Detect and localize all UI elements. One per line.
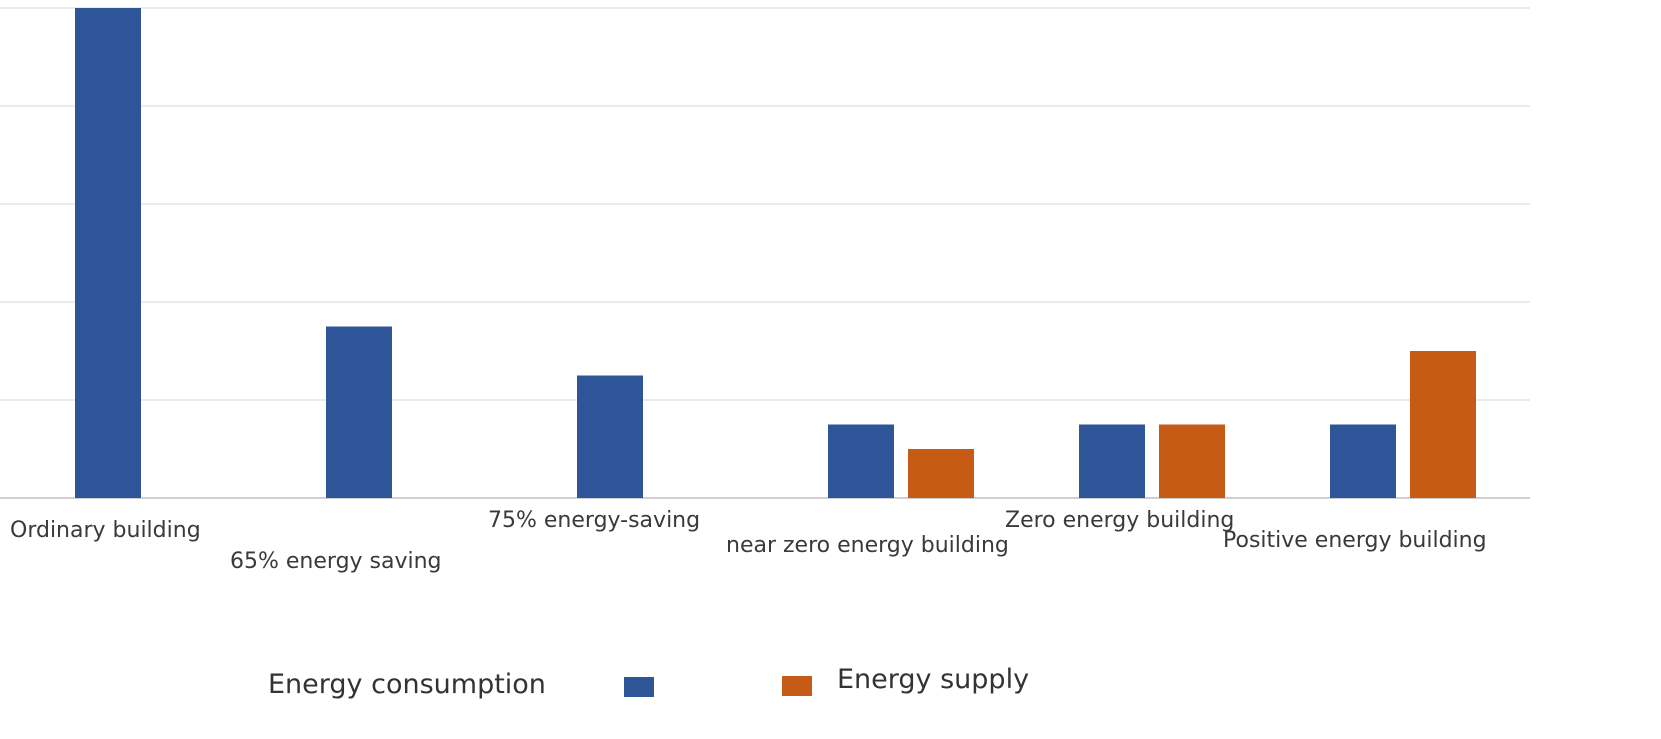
bar-energy-consumption-2	[577, 375, 643, 498]
category-labels: Ordinary building 65% energy saving 75% en…	[10, 508, 1487, 574]
category-label: near zero energy building	[726, 533, 1009, 558]
category-label: 75% energy-saving	[488, 508, 700, 533]
bar-energy-consumption-0	[75, 8, 141, 498]
legend: Energy consumption Energy supply	[268, 664, 1029, 700]
bar-energy-consumption-4	[1079, 424, 1145, 498]
bar-energy-supply-4	[1159, 424, 1225, 498]
gridlines	[0, 7, 1530, 499]
bars	[75, 8, 1476, 498]
legend-label: Energy consumption	[268, 669, 546, 700]
legend-swatch	[782, 676, 812, 696]
category-label: Zero energy building	[1005, 508, 1234, 533]
bar-energy-supply-3	[908, 449, 974, 498]
bar-energy-supply-5	[1410, 351, 1476, 498]
category-label: Ordinary building	[10, 518, 201, 543]
legend-label: Energy supply	[837, 664, 1029, 695]
bar-energy-consumption-1	[326, 326, 392, 498]
legend-swatch	[624, 677, 654, 697]
bar-energy-consumption-3	[828, 424, 894, 498]
bar-energy-consumption-5	[1330, 424, 1396, 498]
category-label: Positive energy building	[1223, 528, 1487, 553]
category-label: 65% energy saving	[230, 549, 442, 574]
